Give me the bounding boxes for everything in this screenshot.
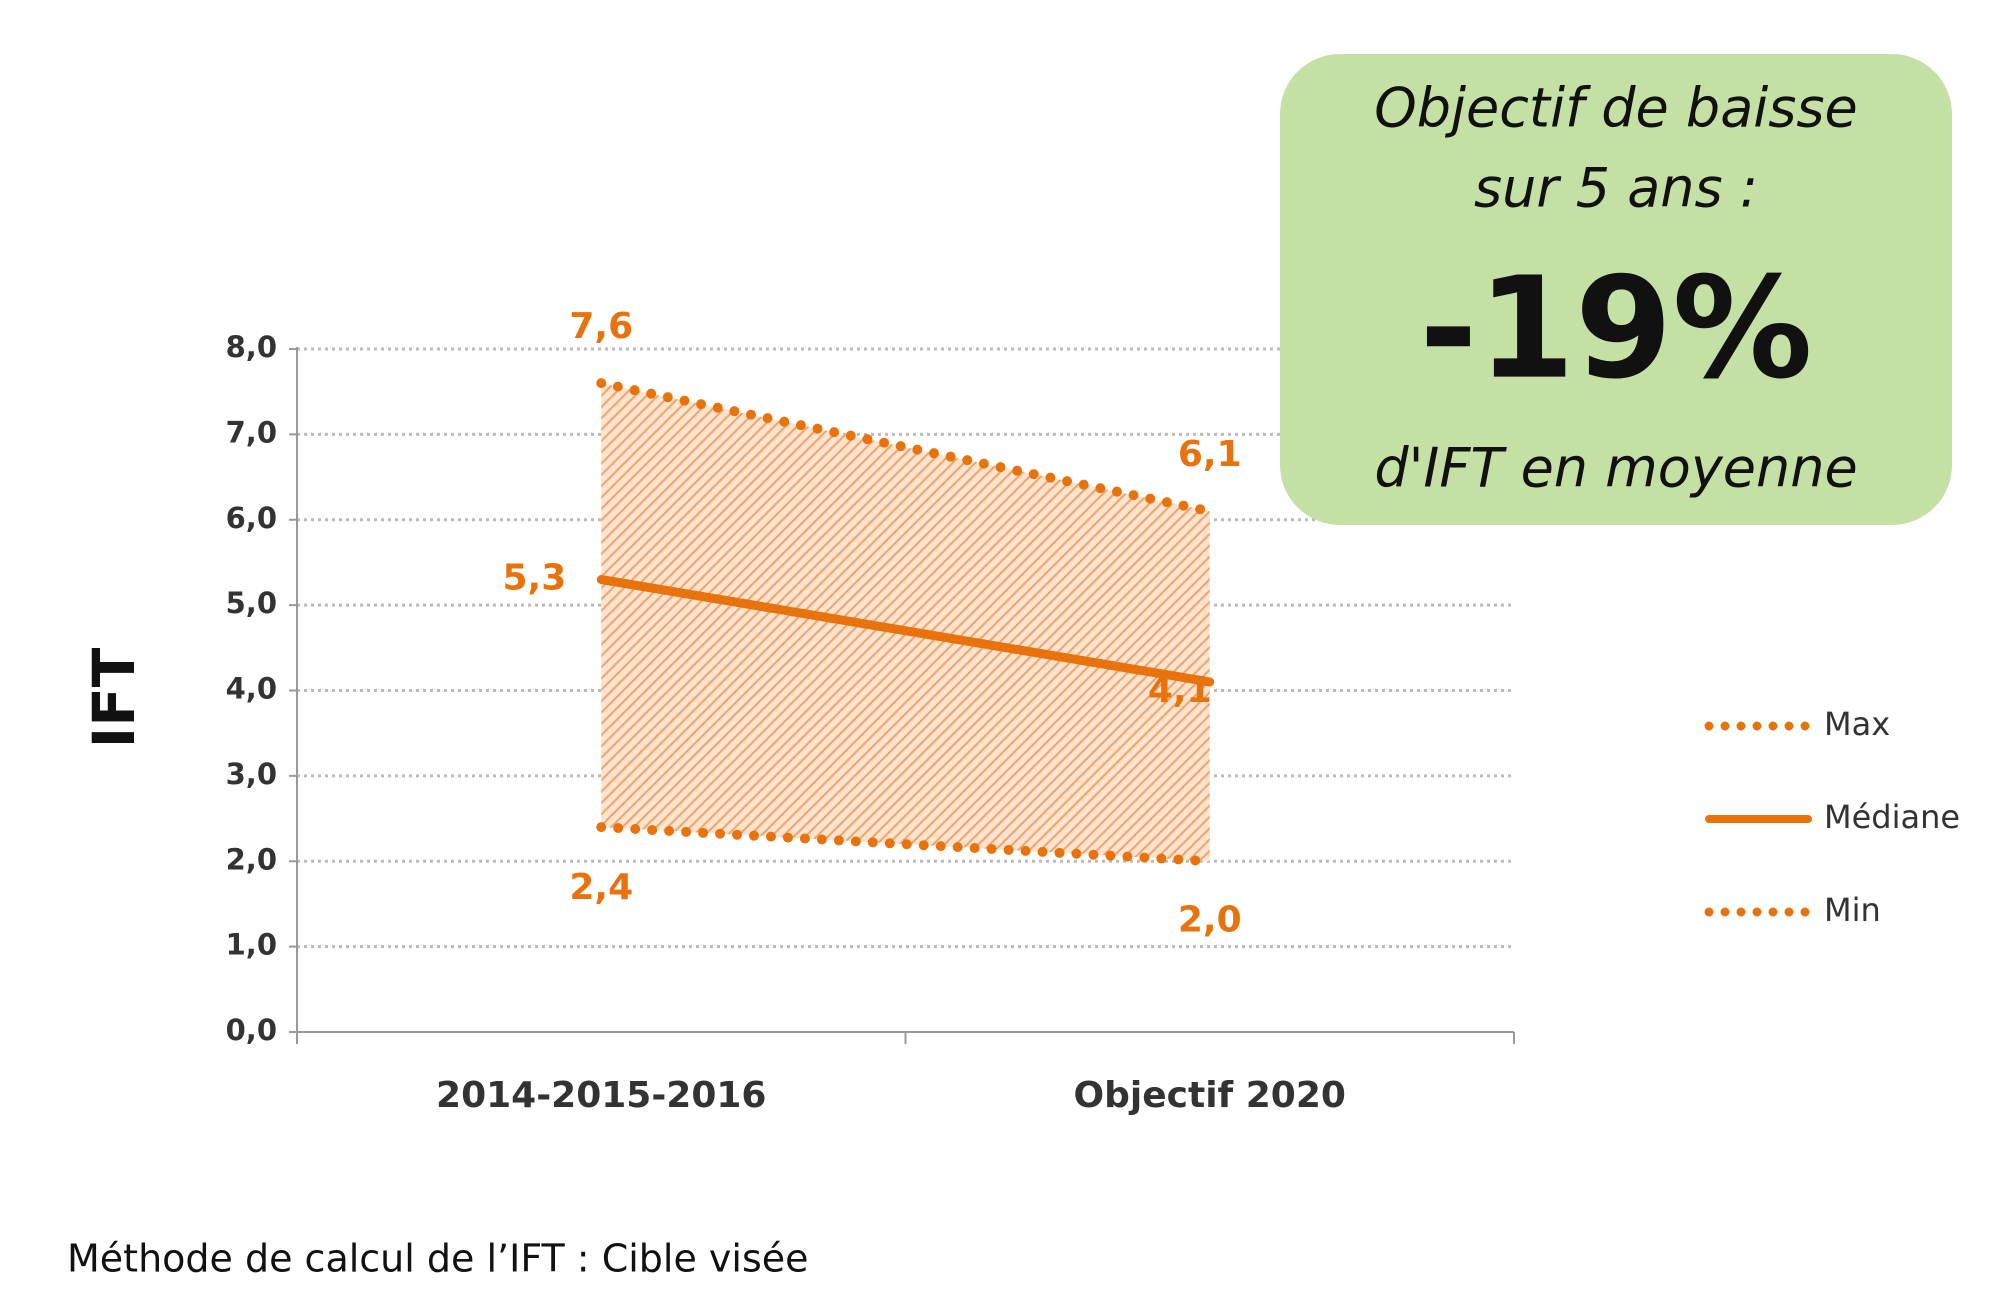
- y-tick-label: 0,0: [226, 1013, 277, 1047]
- data-label: 2,0: [1178, 899, 1242, 940]
- y-axis-label: IFT: [80, 647, 148, 748]
- annotation-box: [1280, 54, 1952, 525]
- y-tick-label: 2,0: [226, 842, 277, 876]
- legend-label: Max: [1824, 705, 1890, 743]
- x-tick-label: Objectif 2020: [1074, 1075, 1346, 1116]
- y-tick-label: 7,0: [226, 415, 277, 449]
- y-tick-label: 5,0: [226, 586, 277, 620]
- annotation-text: d'IFT en moyenne: [1374, 437, 1857, 500]
- y-tick-label: 8,0: [226, 330, 277, 364]
- series-line: [596, 378, 1215, 517]
- y-tick-label: 3,0: [226, 757, 277, 791]
- footnote: Méthode de calcul de l’IFT : Cible visée: [67, 1237, 809, 1281]
- series-line: [596, 575, 1215, 687]
- legend-label: Min: [1824, 891, 1881, 929]
- y-tick-label: 1,0: [226, 928, 277, 962]
- x-tick-label: 2014-2015-2016: [436, 1075, 766, 1116]
- range-area: [601, 383, 1210, 862]
- data-label: 2,4: [569, 867, 633, 908]
- data-label: 7,6: [569, 306, 633, 347]
- series-line: [596, 822, 1215, 867]
- annotation-text: Objectif de baisse: [1374, 77, 1858, 140]
- data-label: 5,3: [502, 558, 566, 599]
- annotation-headline: -19%: [1419, 248, 1812, 411]
- annotation-text: sur 5 ans :: [1474, 157, 1758, 220]
- data-label: 6,1: [1178, 434, 1242, 475]
- legend-label: Médiane: [1824, 798, 1960, 836]
- data-label: 4,1: [1148, 670, 1212, 711]
- y-tick-label: 4,0: [226, 672, 277, 706]
- y-tick-label: 6,0: [226, 501, 277, 535]
